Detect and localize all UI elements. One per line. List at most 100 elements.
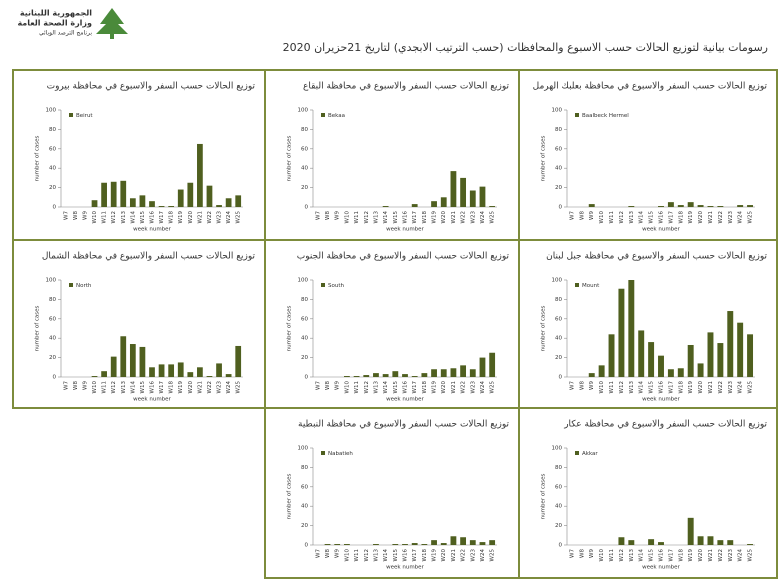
x-tick-label: W14: [383, 381, 389, 394]
y-axis-label: number of cases: [541, 135, 547, 181]
y-tick-label: 100: [46, 278, 57, 284]
x-tick-label: W11: [102, 211, 108, 223]
x-tick-label: W11: [354, 381, 360, 393]
legend-label: Akkar: [582, 451, 598, 457]
bar: [235, 345, 242, 377]
y-tick-label: 20: [555, 355, 562, 361]
bar: [667, 202, 674, 207]
bar: [197, 367, 203, 377]
x-tick-label: W24: [480, 549, 486, 562]
x-tick-label: W11: [609, 549, 615, 561]
x-tick-label: W9: [82, 380, 88, 389]
x-tick-label: W15: [393, 211, 399, 224]
bar: [168, 364, 175, 377]
x-tick-label: W19: [688, 381, 694, 394]
legend-swatch: [321, 113, 325, 117]
bar: [648, 539, 655, 545]
x-tick-label: W9: [335, 380, 341, 389]
bar: [440, 369, 447, 377]
x-tick-label: W13: [121, 381, 127, 394]
logo: الجمهورية اللبنانية وزارة الصحة العامة ب…: [17, 8, 128, 39]
x-axis-label: week number: [133, 227, 171, 233]
bar: [187, 182, 194, 207]
x-tick-label: W22: [718, 549, 724, 561]
charts: توزيع الحالات حسب السفر والاسبوع في محاف…: [12, 69, 778, 579]
bar: [489, 206, 496, 207]
x-tick-label: W25: [748, 211, 754, 224]
y-tick-label: 0: [559, 205, 563, 211]
x-tick-label: W19: [432, 549, 438, 562]
bar: [120, 180, 127, 207]
y-tick-label: 0: [53, 205, 57, 211]
bar: [588, 204, 595, 207]
x-tick-label: W22: [207, 211, 213, 223]
x-tick-label: W13: [121, 211, 127, 224]
legend-label: Baalbeck Hermel: [582, 113, 629, 119]
bar: [638, 330, 645, 377]
x-tick-label: W20: [441, 549, 447, 562]
x-tick-label: W8: [73, 380, 79, 389]
y-tick-label: 80: [301, 465, 308, 471]
bar: [648, 342, 655, 377]
y-tick-label: 20: [301, 355, 308, 361]
x-tick-label: W23: [728, 549, 734, 562]
y-tick-label: 40: [301, 504, 308, 510]
x-tick-label: W21: [708, 211, 714, 223]
x-tick-label: W14: [639, 549, 645, 562]
bar: [677, 368, 684, 377]
bar: [431, 201, 437, 207]
bar: [618, 537, 625, 545]
x-tick-label: W9: [82, 210, 88, 219]
x-tick-label: W7: [569, 380, 575, 389]
x-tick-label: W21: [451, 211, 457, 223]
x-tick-label: W17: [412, 549, 418, 562]
bar: [225, 374, 232, 377]
x-tick-label: W18: [678, 381, 684, 394]
y-axis-label: number of cases: [541, 305, 547, 351]
legend-swatch: [69, 283, 73, 287]
bar: [479, 542, 486, 545]
y-tick-label: 0: [305, 375, 309, 381]
bar: [479, 186, 486, 207]
x-tick-label: W21: [451, 549, 457, 561]
bar: [479, 357, 486, 377]
page-title: رسومات بيانية لتوزيع الحالات حسب الاسبوع…: [283, 41, 768, 54]
bar: [382, 206, 389, 207]
x-tick-label: W19: [432, 211, 438, 224]
x-tick-label: W17: [668, 549, 674, 562]
x-tick-label: W13: [373, 211, 379, 224]
bar: [139, 346, 146, 377]
x-tick-label: W10: [344, 211, 350, 224]
bar: [216, 363, 222, 377]
x-tick-label: W7: [569, 210, 575, 219]
bar: [717, 540, 724, 545]
x-tick-label: W15: [140, 381, 146, 394]
x-tick-label: W18: [678, 549, 684, 562]
bar: [707, 536, 714, 545]
x-tick-label: W13: [373, 381, 379, 394]
y-tick-label: 60: [301, 316, 308, 322]
chart-title: توزيع الحالات حسب السفر والاسبوع في محاف…: [546, 252, 767, 262]
x-tick-label: W12: [619, 381, 625, 393]
bar: [110, 356, 117, 377]
bar: [658, 206, 664, 207]
x-tick-label: W23: [728, 211, 734, 224]
x-tick-label: W16: [659, 381, 665, 394]
y-axis-label: number of cases: [287, 135, 293, 181]
bar: [206, 185, 213, 207]
x-tick-label: W23: [217, 381, 223, 394]
x-tick-label: W23: [470, 211, 476, 224]
x-tick-label: W10: [92, 381, 98, 394]
legend-swatch: [321, 283, 325, 287]
y-tick-label: 0: [305, 205, 309, 211]
x-tick-label: W23: [728, 381, 734, 394]
legend-swatch: [575, 283, 579, 287]
bar: [343, 376, 350, 377]
x-tick-label: W7: [315, 380, 321, 389]
x-tick-label: W10: [344, 549, 350, 562]
x-tick-label: W16: [403, 381, 409, 394]
x-tick-label: W14: [383, 211, 389, 224]
bar: [658, 542, 664, 545]
y-tick-label: 100: [552, 278, 563, 284]
